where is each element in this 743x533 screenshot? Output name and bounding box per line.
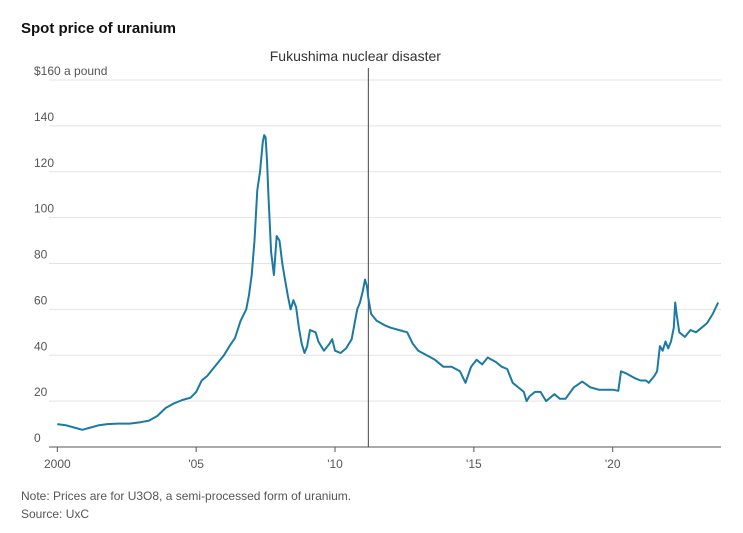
grid-lines [49, 79, 721, 448]
x-axis-ticks: 2000 '05 '10 '15 '20 [44, 447, 621, 471]
y-tick-label: 120 [34, 156, 54, 170]
y-tick-label: 0 [34, 431, 41, 445]
y-tick-label: 60 [34, 293, 48, 307]
y-tick-label: $160 a pound [34, 64, 107, 78]
annotation-label: Fukushima nuclear disaster [270, 48, 442, 64]
x-tick-label: '05 [188, 457, 204, 471]
annotation: Fukushima nuclear disaster [270, 48, 442, 447]
y-tick-label: 100 [34, 202, 54, 216]
note-text: Note: Prices are for U3O8, a semi-proces… [21, 489, 352, 503]
x-tick-label: '10 [327, 457, 343, 471]
x-tick-label: '15 [466, 457, 482, 471]
source-text: Source: UxC [21, 507, 90, 521]
x-tick-label: 2000 [44, 457, 71, 471]
chart-notes: Note: Prices are for U3O8, a semi-proces… [21, 487, 351, 523]
chart-title: Spot price of uranium [21, 20, 177, 37]
series-line [57, 134, 720, 431]
y-tick-label: 40 [34, 339, 48, 353]
y-tick-label: 20 [34, 385, 48, 399]
x-tick-label: '20 [605, 457, 621, 471]
y-tick-label: 80 [34, 248, 48, 262]
y-tick-label: 140 [34, 110, 54, 124]
series-group [57, 134, 720, 431]
y-axis-ticks: 0 20 40 60 80 100 120 140 $160 a pound [34, 64, 107, 445]
